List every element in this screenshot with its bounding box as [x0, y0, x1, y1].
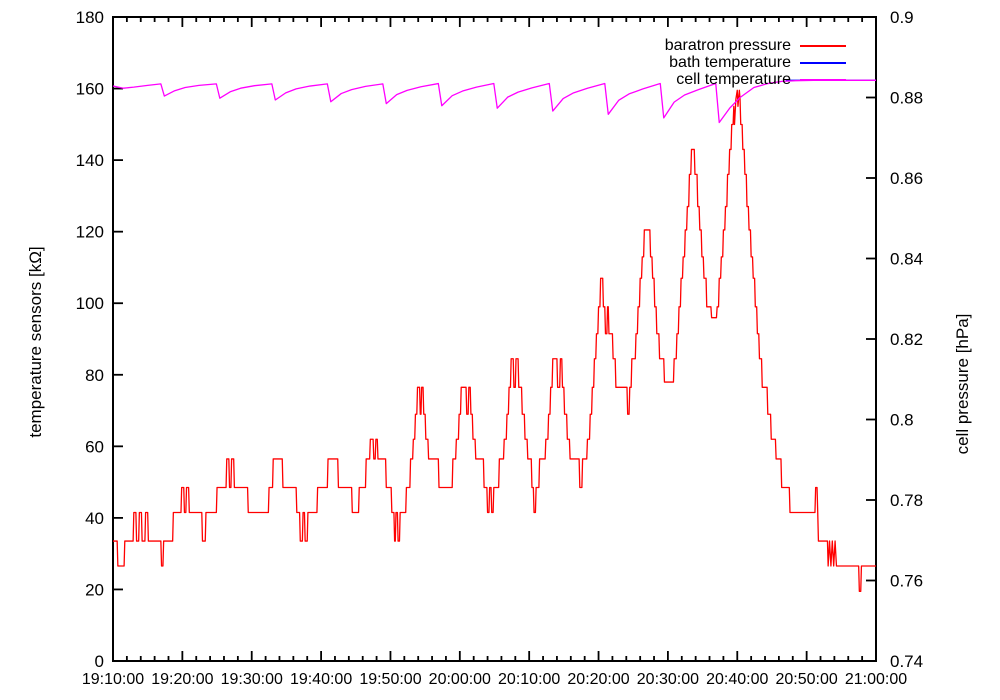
- legend-line-sample-red: [800, 44, 846, 47]
- legend-entry-bath-temperature: bath temperature: [665, 54, 846, 71]
- x-tick-label: 20:40:00: [706, 671, 768, 688]
- legend-entry-baratron-pressure: baratron pressure: [665, 37, 846, 54]
- y-right-tick-label: 0.78: [890, 491, 923, 510]
- y-right-tick-label: 0.82: [890, 330, 923, 349]
- plot-border: [112, 16, 877, 662]
- y-right-tick-label: 0.8: [890, 411, 914, 430]
- y-left-tick-label: 60: [85, 437, 104, 456]
- x-tick-label: 20:20:00: [567, 671, 629, 688]
- y-left-tick-label: 160: [76, 80, 104, 99]
- legend-line-sample-magenta: [800, 78, 846, 81]
- x-tick-label: 20:00:00: [429, 671, 491, 688]
- legend-label: cell temperature: [676, 70, 791, 88]
- legend-line-sample-blue: [800, 61, 846, 64]
- y-left-tick-label: 40: [85, 509, 104, 528]
- y-left-tick-label: 140: [76, 151, 104, 170]
- series-line-baratron-pressure: [113, 89, 876, 593]
- y-axis-label-left: temperature sensors [kΩ]: [26, 246, 45, 438]
- y-left-tick-label: 120: [76, 223, 104, 242]
- x-tick-label: 19:40:00: [290, 671, 352, 688]
- x-tick-label: 20:30:00: [637, 671, 699, 688]
- legend: baratron pressure bath temperature cell …: [665, 37, 846, 88]
- y-right-tick-label: 0.84: [890, 250, 923, 269]
- y-right-tick-label: 0.76: [890, 572, 923, 591]
- y-right-tick-label: 0.9: [890, 8, 914, 27]
- y-right-tick-label: 0.86: [890, 169, 923, 188]
- legend-label: bath temperature: [669, 53, 791, 71]
- legend-entry-cell-temperature: cell temperature: [665, 71, 846, 88]
- y-left-tick-label: 0: [95, 652, 104, 671]
- y-left-tick-label: 100: [76, 294, 104, 313]
- y-left-tick-label: 180: [76, 8, 104, 27]
- x-tick-label: 19:50:00: [359, 671, 421, 688]
- y-axis-label-right: cell pressure [hPa]: [953, 313, 972, 455]
- y-left-tick-label: 80: [85, 366, 104, 385]
- x-tick-label: 19:20:00: [151, 671, 213, 688]
- x-tick-label: 20:10:00: [498, 671, 560, 688]
- x-tick-label: 19:30:00: [221, 671, 283, 688]
- x-tick-label: 19:10:00: [82, 671, 144, 688]
- y-right-tick-label: 0.88: [890, 89, 923, 108]
- y-left-tick-label: 20: [85, 580, 104, 599]
- legend-label: baratron pressure: [664, 36, 791, 54]
- y-right-tick-label: 0.74: [890, 652, 923, 671]
- x-tick-label: 20:50:00: [775, 671, 837, 688]
- x-tick-label: 21:00:00: [845, 671, 907, 688]
- series-line-cell-temperature: [112, 79, 876, 124]
